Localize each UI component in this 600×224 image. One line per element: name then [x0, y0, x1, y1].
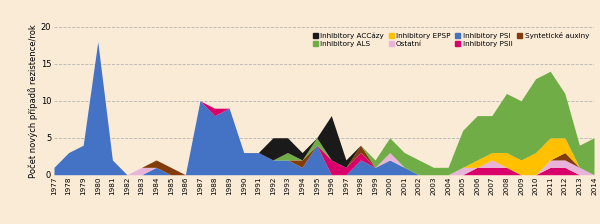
Y-axis label: Počet nových případů rezistence/rok: Počet nových případů rezistence/rok [28, 24, 38, 178]
Legend: Inhibitory ACCázy, Inhibitory ALS, Inhibitory EPSP, Ostatní, Inhibitory PSI, Inh: Inhibitory ACCázy, Inhibitory ALS, Inhib… [311, 30, 590, 48]
